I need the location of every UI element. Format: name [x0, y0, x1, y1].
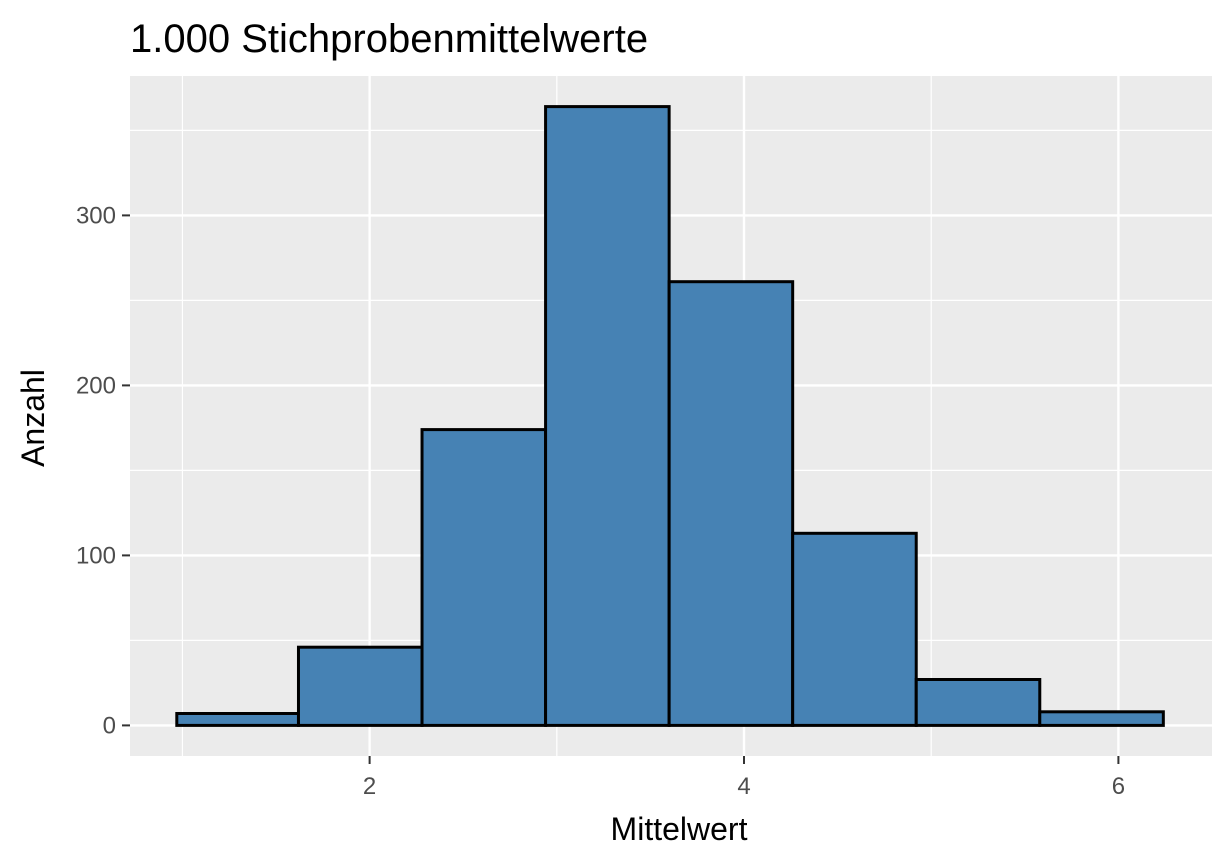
histogram-bar: [667, 280, 795, 727]
y-axis-title: Anzahl: [15, 369, 51, 467]
histogram-bar: [175, 712, 300, 727]
histogram-bar: [544, 105, 671, 727]
y-tick-label: 300: [76, 202, 116, 229]
x-tick-label: 4: [737, 773, 750, 800]
histogram-bar: [420, 428, 548, 727]
x-tick-label: 2: [363, 773, 376, 800]
x-axis-title: Mittelwert: [611, 811, 748, 847]
histogram-bar: [914, 678, 1042, 727]
x-axis: 2 4 6: [363, 756, 1125, 800]
y-tick-label: 0: [103, 712, 116, 739]
y-tick-label: 200: [76, 372, 116, 399]
histogram-bar: [296, 645, 424, 727]
histogram-bar: [791, 531, 918, 727]
chart-title: 1.000 Stichprobenmittelwerte: [130, 17, 648, 61]
histogram-bar: [1038, 710, 1165, 727]
y-tick-label: 100: [76, 542, 116, 569]
x-tick-label: 6: [1112, 773, 1125, 800]
y-axis: 0 100 200 300: [76, 202, 130, 739]
histogram-bars: [175, 105, 1165, 727]
